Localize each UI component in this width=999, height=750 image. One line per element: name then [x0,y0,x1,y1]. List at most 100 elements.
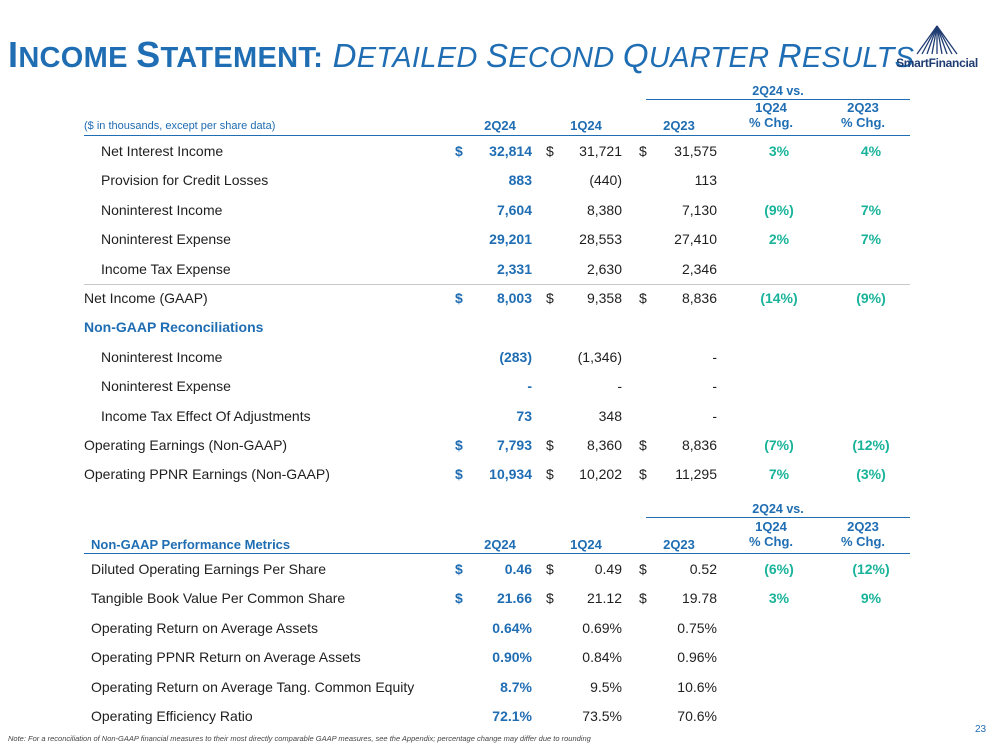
units-label: ($ in thousands, except per share data) [84,120,276,132]
row-label: Provision for Credit Losses [101,172,269,189]
row-label: Operating Return on Average Assets [91,619,318,636]
currency-symbol: $ [546,437,554,453]
table-row: Operating Earnings (Non-GAAP) $7,793 $8,36… [84,431,910,460]
row-label: Tangible Book Value Per Common Share [91,590,346,607]
value-cell: 9.5% [590,678,622,695]
comparison-group-header-2: 2Q24 vs. [646,502,910,518]
currency-symbol: $ [639,290,647,306]
col-header-2q24-b: 2Q24 [484,537,516,552]
table-row: Net Interest Income $32,814 $31,721 $31,575… [84,137,910,166]
currency-symbol: $ [639,466,647,483]
row-label: Non-GAAP Reconciliations [84,319,264,336]
value-cell: 73.5% [582,708,622,724]
pct-change-cell: 7% [860,231,882,248]
table-row: Income Tax Effect Of Adjustments 73 348 - [84,402,910,431]
pct-change-cell: 7% [860,201,882,218]
currency-symbol: $ [546,143,554,159]
value-cell: 21.66 [496,590,532,607]
value-cell: 7,793 [496,437,532,453]
pct-change-cell: (3%) [856,466,886,483]
table-row: Operating PPNR Return on Average Assets 0… [84,643,910,672]
value-cell: 70.6% [677,708,717,724]
row-label: Noninterest Income [101,201,223,218]
value-cell: - [712,407,717,424]
value-cell: 2,331 [496,260,532,277]
col-header-chg-2q23-b: 2Q23% Chg. [840,519,886,549]
currency-symbol: $ [546,590,554,607]
row-label: Noninterest Income [101,348,223,365]
value-cell: (440) [589,172,622,189]
table-row: Noninterest Expense 29,201 28,553 27,410 2% 7… [84,225,910,254]
value-cell: 32,814 [489,143,532,159]
value-cell: 0.52 [689,561,717,577]
table-row: Noninterest Income 7,604 8,380 7,130 (9%) 7% [84,196,910,225]
table-row: Non-GAAP Reconciliations [84,313,910,342]
currency-symbol: $ [455,590,463,607]
value-cell: 0.46 [504,561,532,577]
value-cell: 11,295 [675,466,717,483]
value-cell: 10,202 [579,466,622,483]
table-row: Noninterest Income (283) (1,346) - [84,343,910,372]
value-cell: 7,604 [496,201,532,218]
pct-change-cell: 3% [768,143,790,159]
performance-metrics-label: Non-GAAP Performance Metrics [91,537,291,552]
value-cell: 8,360 [586,437,622,453]
col-header-2q24: 2Q24 [484,118,516,133]
row-label: Operating PPNR Earnings (Non-GAAP) [84,466,330,483]
footnote: Note: For a reconciliation of Non-GAAP f… [8,734,591,743]
logo-wordmark: SmartFinancial [896,56,978,70]
pct-change-cell: (12%) [852,561,890,577]
header-rule [84,135,910,136]
pct-change-cell: 2% [768,231,790,248]
table-row: Net Income (GAAP) $8,003 $9,358 $8,836 (14%)… [84,284,910,313]
col-header-chg-1q24-b: 1Q24% Chg. [748,519,794,549]
value-cell: 31,721 [579,143,622,159]
value-cell: 73 [516,407,532,424]
currency-symbol: $ [455,143,463,159]
table-row: Income Tax Expense 2,331 2,630 2,346 [84,255,910,284]
col-header-2q23: 2Q23 [663,118,695,133]
pct-change-cell: (7%) [764,437,794,453]
value-cell: 10,934 [489,466,532,483]
pct-change-cell: 9% [860,590,882,607]
pct-change-cell: 7% [768,466,790,483]
currency-symbol: $ [455,290,463,306]
col-header-1q24: 1Q24 [570,118,602,133]
row-label: Noninterest Expense [101,378,231,395]
pct-change-cell: 4% [860,143,882,159]
row-label: Income Tax Effect Of Adjustments [101,407,311,424]
currency-symbol: $ [639,437,647,453]
table-row: Operating Return on Average Tang. Common… [84,673,910,702]
pct-change-cell: 3% [768,590,790,607]
col-header-1q24-b: 1Q24 [570,537,602,552]
value-cell: 883 [508,172,532,189]
comparison-group-header: 2Q24 vs. [646,84,910,100]
currency-symbol: $ [639,143,647,159]
pct-change-cell: (9%) [856,290,886,306]
currency-symbol: $ [455,561,463,577]
row-label: Noninterest Expense [101,231,231,248]
value-cell: 8,836 [681,290,717,306]
value-cell: 2,630 [586,260,622,277]
row-label: Operating PPNR Return on Average Assets [91,649,361,666]
value-cell: 72.1% [492,708,532,724]
value-cell: 0.96% [677,649,717,666]
table-row: Tangible Book Value Per Common Share $21.… [84,584,910,613]
value-cell: 0.75% [677,619,717,636]
value-cell: 8,836 [681,437,717,453]
pct-change-cell: (9%) [764,201,794,218]
row-label: Net Income (GAAP) [84,290,208,306]
page-title: INCOME STATEMENT: DETAILED SECOND QUARTE… [8,34,915,75]
value-cell: - [712,348,717,365]
value-cell: - [712,378,717,395]
value-cell: 0.49 [594,561,622,577]
value-cell: 10.6% [677,678,717,695]
value-cell: 113 [694,172,717,189]
value-cell: 29,201 [489,231,532,248]
value-cell: 0.84% [582,649,622,666]
currency-symbol: $ [546,466,554,483]
value-cell: (283) [499,348,532,365]
table-row: Operating Efficiency Ratio 72.1% 73.5% 70.6… [84,702,910,731]
col-header-chg-1q24: 1Q24% Chg. [748,100,794,130]
currency-symbol: $ [639,590,647,607]
